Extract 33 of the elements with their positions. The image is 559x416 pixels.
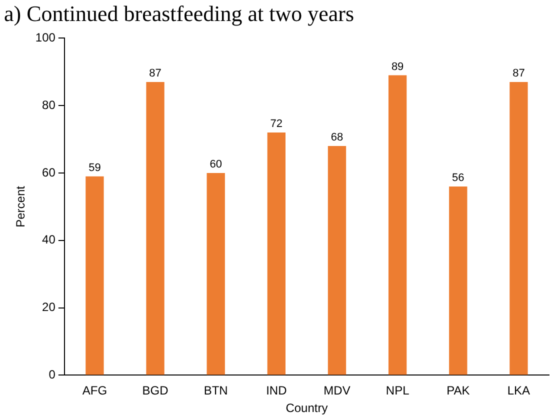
data-label: 59 [88,162,101,174]
bar [328,146,346,375]
y-axis-title: Percent [14,185,28,228]
chart-title: a) Continued breastfeeding at two years [3,0,356,28]
data-label: 68 [330,132,344,144]
data-label: 89 [391,60,404,73]
y-tick-label: 100 [35,30,56,45]
bar [388,75,407,375]
data-label: 87 [149,68,162,80]
bar [510,82,528,375]
bar [267,132,286,375]
bar [206,173,225,375]
x-tick-label: BTN [204,384,228,398]
data-label: 60 [210,158,222,171]
y-tick-label: 60 [42,165,56,180]
y-tick-label: 20 [42,300,56,314]
bar [146,82,164,375]
y-tick-label: 0 [48,368,56,382]
y-tick-label: 40 [42,232,56,247]
x-tick-label: BGD [142,384,169,398]
data-label: 87 [512,68,525,80]
x-tick-label: PAK [446,384,470,398]
x-tick-label: LKA [507,384,530,398]
bar [86,176,104,375]
data-label: 56 [452,172,464,184]
x-tick-label: NPL [386,384,410,398]
x-tick-label: AFG [82,384,108,398]
x-tick-label: MDV [324,384,350,398]
x-axis-title: Country [286,401,328,416]
bar [449,186,468,375]
data-label: 72 [270,118,283,130]
y-tick-label: 80 [42,98,56,112]
x-tick-label: IND [266,384,288,398]
